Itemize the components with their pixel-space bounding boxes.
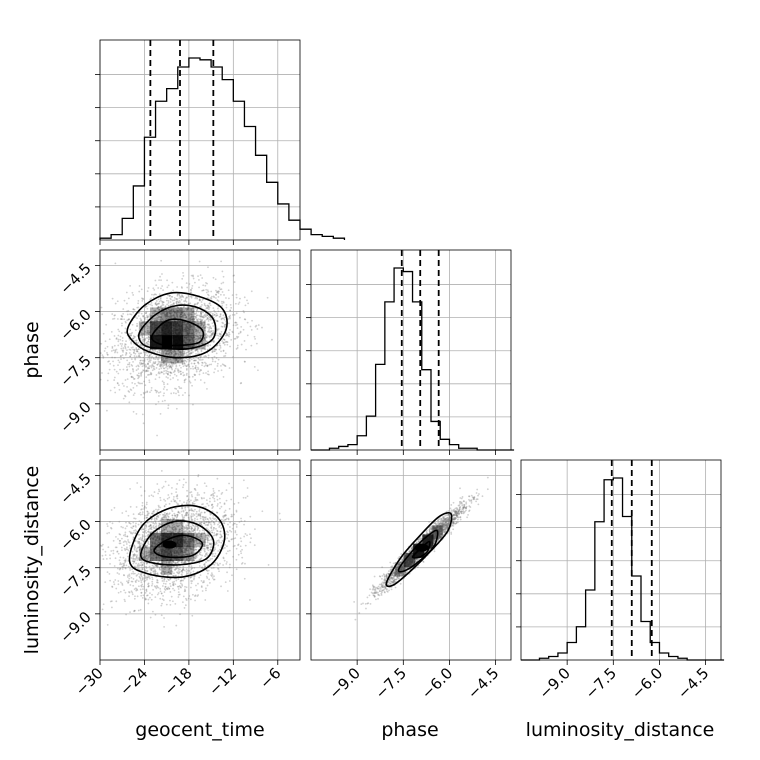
x-tick-label: −4.5 bbox=[674, 664, 712, 702]
x-tick-label: −18 bbox=[161, 664, 196, 699]
phase-x-axis-label: phase bbox=[381, 719, 438, 741]
grid bbox=[311, 250, 511, 450]
density-layer bbox=[353, 476, 489, 621]
density-layer bbox=[100, 259, 273, 437]
grid bbox=[311, 460, 511, 660]
contour-level-3 bbox=[150, 318, 205, 347]
y-tick-label: −9.0 bbox=[56, 608, 94, 646]
geocent_time-histogram bbox=[99, 57, 346, 240]
contour-level-2 bbox=[397, 529, 439, 573]
x-tick-label: −6 bbox=[256, 664, 284, 692]
density-cell bbox=[183, 532, 195, 548]
phase-hist-panel-frame bbox=[310, 249, 512, 451]
density-cell bbox=[172, 321, 184, 336]
density-cell bbox=[183, 335, 195, 350]
y-tick-label: −7.5 bbox=[56, 562, 94, 600]
contour-level-1 bbox=[126, 291, 228, 359]
luminosity_distance-y-axis-label: luminosity_distance bbox=[21, 466, 43, 655]
density-cell bbox=[138, 546, 150, 561]
contour-level-3 bbox=[411, 540, 431, 559]
x-tick-label: −6.0 bbox=[628, 664, 666, 702]
y-tick-label: −6.0 bbox=[56, 516, 94, 554]
x-tick-label: −24 bbox=[116, 664, 151, 699]
luminosity_distance-histogram bbox=[521, 477, 725, 661]
grid bbox=[521, 460, 721, 660]
density-cell bbox=[183, 546, 195, 561]
density-cell bbox=[161, 560, 173, 575]
density-cell bbox=[403, 552, 416, 568]
density-cell bbox=[172, 546, 184, 561]
density-cell bbox=[172, 307, 184, 322]
density-peak bbox=[162, 540, 177, 549]
contour-level-1 bbox=[128, 504, 226, 579]
y-tick-label: −6.0 bbox=[56, 306, 94, 344]
density-cell bbox=[172, 335, 184, 350]
geocent_time-vs-phase-panel-frame bbox=[99, 249, 301, 451]
density-cell bbox=[183, 321, 195, 336]
density-cell bbox=[394, 562, 406, 577]
x-tick-label: −9.0 bbox=[325, 664, 363, 702]
density-cell bbox=[161, 321, 173, 336]
contour-level-1 bbox=[385, 511, 453, 588]
density-cell bbox=[150, 532, 162, 548]
density-cell bbox=[161, 519, 173, 534]
y-tick-label: −7.5 bbox=[56, 352, 94, 390]
density-cell bbox=[172, 349, 184, 364]
contour-level-2 bbox=[137, 304, 217, 351]
y-tick-label: −4.5 bbox=[56, 259, 94, 297]
density-cell bbox=[161, 335, 173, 350]
x-tick-label: −7.5 bbox=[372, 664, 410, 702]
density-cell bbox=[161, 307, 173, 322]
phase-histogram bbox=[311, 267, 515, 451]
y-tick-label: −4.5 bbox=[56, 469, 94, 507]
phase-vs-luminosity_distance-panel-frame bbox=[310, 459, 512, 661]
geocent_time-vs-luminosity_distance-panel-frame bbox=[99, 459, 301, 661]
density-cell bbox=[138, 321, 150, 336]
contour-level-2 bbox=[139, 520, 215, 566]
density-cell bbox=[161, 546, 173, 561]
luminosity_distance-x-axis-label: luminosity_distance bbox=[526, 719, 715, 741]
y-tick-label: −9.0 bbox=[56, 398, 94, 436]
density-layer bbox=[100, 460, 282, 628]
x-tick-label: −7.5 bbox=[582, 664, 620, 702]
x-tick-label: −4.5 bbox=[464, 664, 502, 702]
x-tick-label: −9.0 bbox=[535, 664, 573, 702]
x-tick-label: −30 bbox=[72, 664, 107, 699]
phase-y-axis-label: phase bbox=[21, 321, 43, 378]
density-cell bbox=[172, 519, 184, 534]
x-tick-label: −6.0 bbox=[418, 664, 456, 702]
density-cell bbox=[183, 307, 195, 322]
contour-level-3 bbox=[153, 534, 204, 559]
geocent_time-x-axis-label: geocent_time bbox=[135, 719, 264, 741]
density-cell bbox=[150, 321, 162, 336]
grid bbox=[99, 40, 300, 240]
density-cell bbox=[172, 532, 184, 548]
geocent_time-hist-panel-frame bbox=[99, 39, 301, 241]
luminosity_distance-hist-panel-frame bbox=[520, 459, 722, 661]
x-tick-label: −12 bbox=[205, 664, 240, 699]
